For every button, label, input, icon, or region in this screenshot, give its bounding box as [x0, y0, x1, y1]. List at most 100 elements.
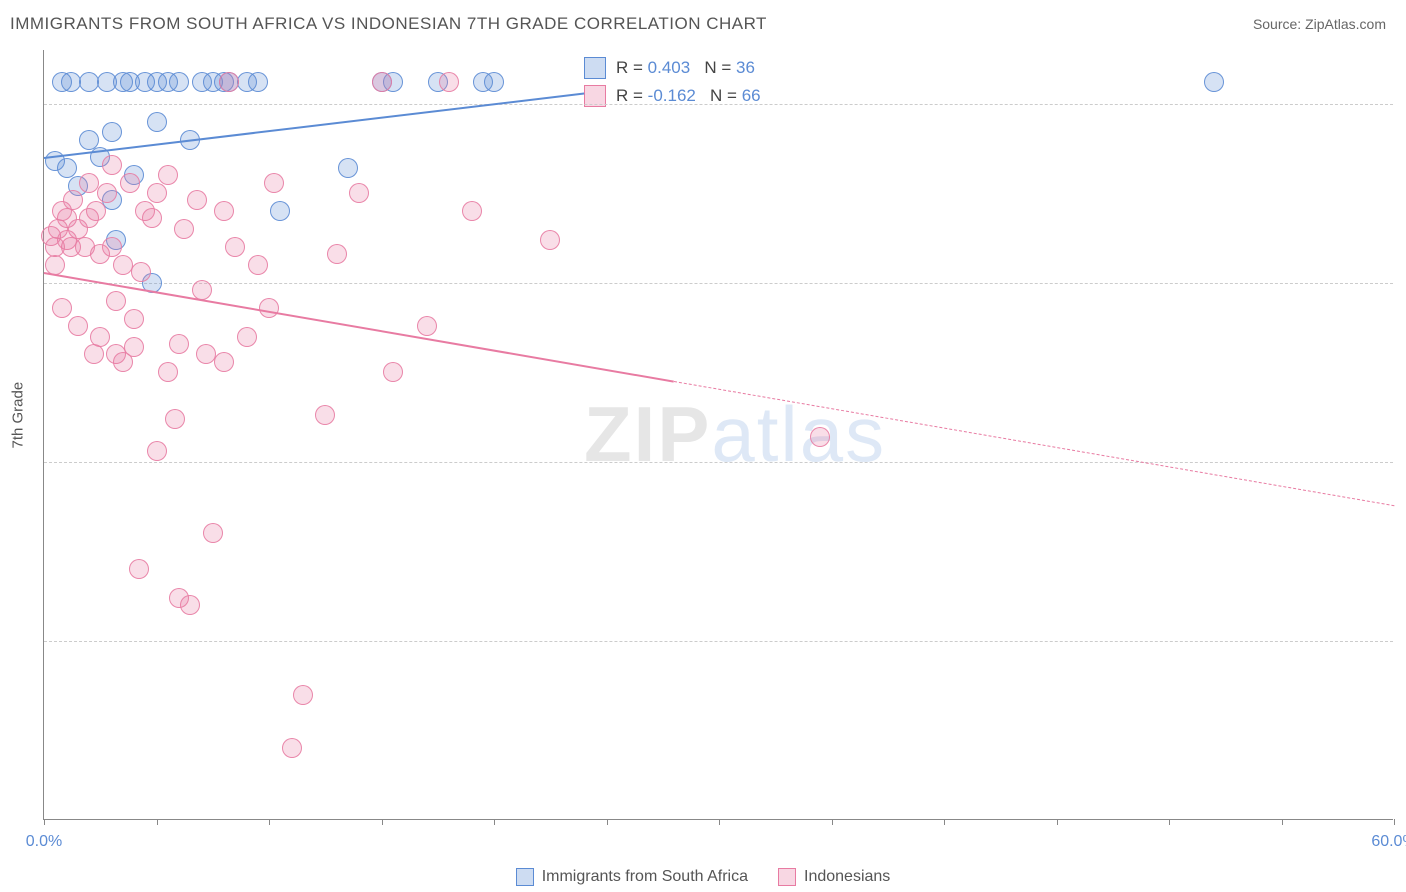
data-point	[158, 362, 178, 382]
data-point	[293, 685, 313, 705]
data-point	[79, 130, 99, 150]
data-point	[219, 72, 239, 92]
data-point	[372, 72, 392, 92]
data-point	[439, 72, 459, 92]
data-point	[102, 122, 122, 142]
x-tick	[944, 819, 945, 825]
data-point	[120, 173, 140, 193]
data-point	[147, 183, 167, 203]
data-point	[540, 230, 560, 250]
data-point	[113, 255, 133, 275]
legend-item: Indonesians	[778, 868, 890, 886]
x-tick-label: 0.0%	[26, 833, 62, 851]
data-point	[259, 298, 279, 318]
x-tick	[832, 819, 833, 825]
data-point	[63, 190, 83, 210]
legend-r-label: R = 0.403 N = 36	[616, 58, 755, 78]
data-point	[270, 201, 290, 221]
gridline	[44, 283, 1393, 284]
data-point	[84, 344, 104, 364]
data-point	[810, 427, 830, 447]
data-point	[248, 72, 268, 92]
data-point	[124, 337, 144, 357]
x-tick	[1169, 819, 1170, 825]
data-point	[187, 190, 207, 210]
x-tick	[1394, 819, 1395, 825]
data-point	[106, 291, 126, 311]
data-point	[102, 155, 122, 175]
data-point	[338, 158, 358, 178]
data-point	[174, 219, 194, 239]
data-point	[203, 523, 223, 543]
y-tick-label: 100.0%	[1398, 95, 1406, 113]
legend-swatch	[778, 868, 796, 886]
data-point	[315, 405, 335, 425]
scatter-plot-area: ZIPatlas R = 0.403 N = 36R = -0.162 N = …	[43, 50, 1393, 820]
data-point	[90, 327, 110, 347]
legend-stat-row: R = 0.403 N = 36	[584, 57, 761, 79]
chart-header: IMMIGRANTS FROM SOUTH AFRICA VS INDONESI…	[0, 0, 1406, 40]
data-point	[169, 334, 189, 354]
data-point	[180, 595, 200, 615]
y-tick-label: 95.0%	[1398, 274, 1406, 292]
data-point	[131, 262, 151, 282]
data-point	[158, 165, 178, 185]
data-point	[484, 72, 504, 92]
source-attribution: Source: ZipAtlas.com	[1253, 16, 1386, 32]
data-point	[248, 255, 268, 275]
chart-title: IMMIGRANTS FROM SOUTH AFRICA VS INDONESI…	[10, 14, 767, 34]
data-point	[225, 237, 245, 257]
data-point	[147, 112, 167, 132]
data-point	[349, 183, 369, 203]
x-tick	[719, 819, 720, 825]
data-point	[1204, 72, 1224, 92]
data-point	[129, 559, 149, 579]
x-tick	[1282, 819, 1283, 825]
data-point	[214, 201, 234, 221]
data-point	[97, 183, 117, 203]
x-tick	[44, 819, 45, 825]
x-tick	[494, 819, 495, 825]
data-point	[264, 173, 284, 193]
y-tick-label: 90.0%	[1398, 453, 1406, 471]
gridline	[44, 104, 1393, 105]
data-point	[214, 352, 234, 372]
legend-label: Immigrants from South Africa	[542, 868, 748, 886]
x-tick	[382, 819, 383, 825]
x-tick-label: 60.0%	[1371, 833, 1406, 851]
y-axis-title: 7th Grade	[10, 382, 27, 449]
legend-swatch	[516, 868, 534, 886]
data-point	[383, 362, 403, 382]
data-point	[79, 72, 99, 92]
data-point	[417, 316, 437, 336]
data-point	[52, 298, 72, 318]
data-point	[68, 316, 88, 336]
gridline	[44, 462, 1393, 463]
watermark-part1: ZIP	[584, 390, 711, 478]
legend-item: Immigrants from South Africa	[516, 868, 748, 886]
x-tick	[1057, 819, 1058, 825]
x-tick	[157, 819, 158, 825]
data-point	[57, 158, 77, 178]
data-point	[327, 244, 347, 264]
x-tick	[607, 819, 608, 825]
data-point	[86, 201, 106, 221]
series-legend: Immigrants from South Africa Indonesians	[0, 868, 1406, 886]
legend-label: Indonesians	[804, 868, 890, 886]
data-point	[124, 309, 144, 329]
data-point	[462, 201, 482, 221]
y-tick-label: 85.0%	[1398, 632, 1406, 650]
data-point	[165, 409, 185, 429]
correlation-legend-box: R = 0.403 N = 36R = -0.162 N = 66	[584, 55, 761, 109]
data-point	[196, 344, 216, 364]
data-point	[61, 72, 81, 92]
data-point	[237, 327, 257, 347]
data-point	[147, 441, 167, 461]
data-point	[282, 738, 302, 758]
watermark-logo: ZIPatlas	[584, 389, 886, 480]
data-point	[102, 237, 122, 257]
data-point	[142, 208, 162, 228]
trend-line	[674, 381, 1394, 506]
data-point	[79, 173, 99, 193]
gridline	[44, 641, 1393, 642]
